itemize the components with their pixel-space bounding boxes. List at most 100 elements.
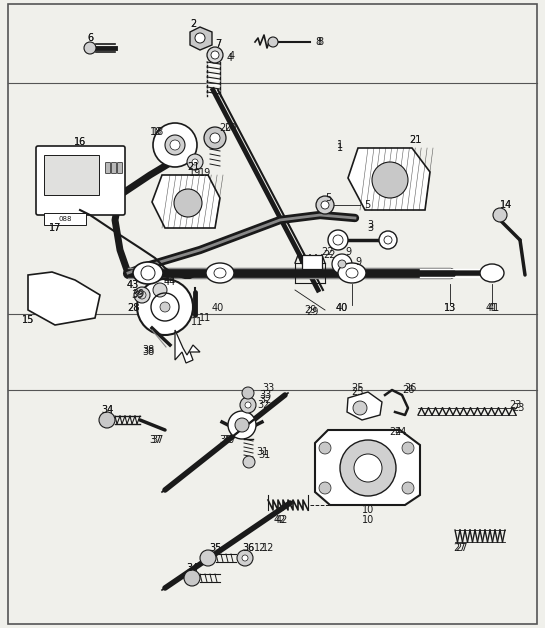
- Circle shape: [340, 440, 396, 496]
- Circle shape: [379, 231, 397, 249]
- Text: 3: 3: [367, 220, 373, 230]
- Circle shape: [235, 418, 249, 432]
- Text: 13: 13: [444, 303, 456, 313]
- Text: 31: 31: [258, 450, 270, 460]
- Circle shape: [268, 37, 278, 47]
- Polygon shape: [175, 330, 200, 363]
- Text: 39: 39: [132, 289, 144, 299]
- Text: 2: 2: [190, 19, 196, 29]
- Text: 26: 26: [404, 383, 416, 393]
- Polygon shape: [348, 148, 430, 210]
- Text: 7: 7: [215, 39, 221, 49]
- Circle shape: [353, 401, 367, 415]
- Text: 8: 8: [317, 37, 323, 47]
- Text: 6: 6: [87, 33, 93, 43]
- Text: 28: 28: [127, 303, 139, 313]
- Text: 14: 14: [500, 200, 512, 210]
- Text: 1: 1: [337, 143, 343, 153]
- Polygon shape: [315, 430, 420, 505]
- Circle shape: [184, 570, 200, 586]
- Circle shape: [319, 442, 331, 454]
- Text: 14: 14: [500, 200, 512, 210]
- Text: 4: 4: [229, 51, 235, 61]
- Ellipse shape: [480, 264, 504, 282]
- FancyBboxPatch shape: [44, 213, 86, 225]
- Text: 32: 32: [258, 400, 270, 410]
- Text: 3: 3: [367, 223, 373, 233]
- Text: 7: 7: [215, 39, 221, 49]
- Circle shape: [402, 442, 414, 454]
- Text: 36: 36: [242, 543, 254, 553]
- Circle shape: [170, 140, 180, 150]
- FancyBboxPatch shape: [118, 163, 123, 173]
- Text: 24: 24: [389, 427, 401, 437]
- Circle shape: [319, 482, 331, 494]
- Text: 36: 36: [242, 543, 254, 553]
- Text: 30: 30: [222, 435, 234, 445]
- FancyBboxPatch shape: [302, 255, 322, 269]
- Text: 088: 088: [58, 216, 72, 222]
- Text: 19: 19: [189, 168, 201, 178]
- Text: 22: 22: [322, 247, 334, 257]
- Text: 8: 8: [315, 37, 321, 47]
- Text: 40: 40: [336, 303, 348, 313]
- Text: 44: 44: [164, 277, 176, 287]
- Circle shape: [332, 254, 352, 274]
- Circle shape: [207, 47, 223, 63]
- Circle shape: [165, 135, 185, 155]
- Polygon shape: [347, 392, 382, 420]
- Text: 6: 6: [87, 33, 93, 43]
- Circle shape: [211, 51, 219, 59]
- Circle shape: [338, 260, 346, 268]
- Circle shape: [153, 123, 197, 167]
- Text: 28: 28: [127, 303, 139, 313]
- Text: 27: 27: [454, 543, 467, 553]
- Circle shape: [153, 283, 167, 297]
- Text: 21: 21: [187, 162, 199, 172]
- Text: 33: 33: [259, 390, 271, 400]
- Ellipse shape: [338, 263, 366, 283]
- Text: 44: 44: [164, 275, 176, 285]
- FancyBboxPatch shape: [106, 163, 111, 173]
- Text: 43: 43: [127, 280, 139, 290]
- Circle shape: [240, 397, 256, 413]
- Text: 18: 18: [152, 127, 164, 137]
- Text: 17: 17: [49, 223, 61, 233]
- Circle shape: [402, 482, 414, 494]
- FancyBboxPatch shape: [112, 163, 117, 173]
- Circle shape: [372, 162, 408, 198]
- Polygon shape: [152, 175, 220, 228]
- Text: 12: 12: [262, 543, 274, 553]
- Circle shape: [321, 201, 329, 209]
- Text: 29: 29: [304, 305, 316, 315]
- Text: 30: 30: [219, 435, 231, 445]
- Text: 39: 39: [131, 290, 143, 300]
- Text: 41: 41: [488, 303, 500, 313]
- Text: 15: 15: [22, 315, 34, 325]
- Text: 11: 11: [199, 313, 211, 323]
- Text: 4: 4: [227, 53, 233, 63]
- Text: 40: 40: [336, 303, 348, 313]
- Text: 17: 17: [49, 223, 61, 233]
- Text: 18: 18: [150, 127, 162, 137]
- Ellipse shape: [206, 263, 234, 283]
- FancyBboxPatch shape: [36, 146, 125, 215]
- Text: 10: 10: [362, 515, 374, 525]
- Polygon shape: [190, 27, 212, 50]
- Circle shape: [316, 196, 334, 214]
- Text: 15: 15: [22, 315, 34, 325]
- Text: 34: 34: [186, 563, 198, 573]
- Text: 21: 21: [187, 162, 199, 172]
- Text: 32: 32: [259, 395, 271, 405]
- Text: 13: 13: [444, 303, 456, 313]
- FancyBboxPatch shape: [44, 155, 99, 195]
- Text: 20: 20: [219, 123, 231, 133]
- Circle shape: [243, 456, 255, 468]
- Text: 9: 9: [345, 247, 351, 257]
- Text: 38: 38: [142, 347, 154, 357]
- Text: 5: 5: [364, 200, 370, 210]
- Text: 40: 40: [212, 303, 224, 313]
- Circle shape: [204, 127, 226, 149]
- Text: 1: 1: [337, 140, 343, 150]
- Text: 2: 2: [190, 19, 196, 29]
